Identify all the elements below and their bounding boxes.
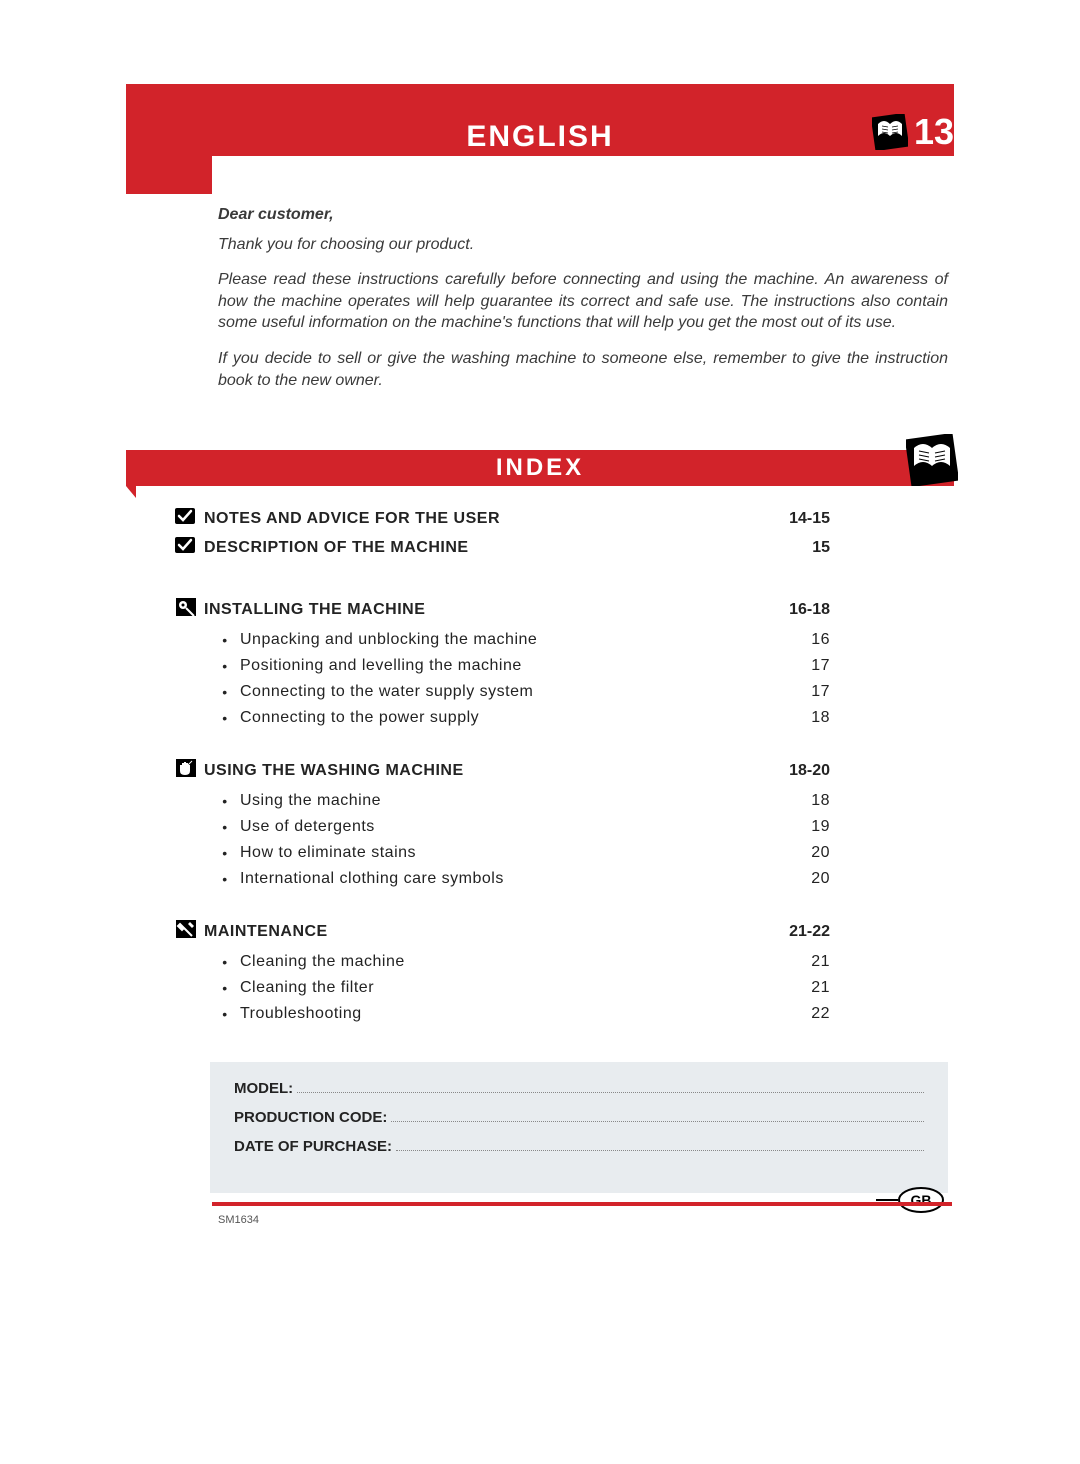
toc-section-pages: 15 [750, 539, 830, 557]
toc-section-head: NOTES AND ADVICE FOR THE USER14-15 [210, 506, 830, 531]
toc-item: •Cleaning the machine21 [210, 953, 830, 971]
bullet-icon: • [210, 684, 240, 700]
footer-rule [212, 1202, 952, 1206]
book-icon [872, 114, 908, 150]
toc-item-page: 17 [750, 683, 830, 701]
check-icon [174, 506, 204, 531]
toc-section-pages: 14-15 [750, 510, 830, 528]
toc-section: DESCRIPTION OF THE MACHINE15 [210, 535, 830, 560]
info-field: PRODUCTION CODE: [234, 1109, 924, 1126]
info-field-label: PRODUCTION CODE: [234, 1109, 387, 1126]
toc-item-page: 19 [750, 818, 830, 836]
bullet-icon: • [210, 871, 240, 887]
hand-icon [174, 757, 204, 784]
toc-section-head: DESCRIPTION OF THE MACHINE15 [210, 535, 830, 560]
bullet-icon: • [210, 1006, 240, 1022]
toc-item: •Connecting to the water supply system17 [210, 683, 830, 701]
toc-section: USING THE WASHING MACHINE18-20•Using the… [210, 757, 830, 888]
info-field: MODEL: [234, 1080, 924, 1097]
toc-item-page: 22 [750, 1005, 830, 1023]
toc-item: •International clothing care symbols20 [210, 870, 830, 888]
dotted-line [297, 1083, 924, 1093]
index-title: INDEX [496, 454, 584, 482]
toc-section-title: DESCRIPTION OF THE MACHINE [204, 539, 750, 557]
header-accent [126, 156, 212, 194]
bullet-icon: • [210, 980, 240, 996]
toc-item: •Connecting to the power supply18 [210, 709, 830, 727]
intro-block: Dear customer, Thank you for choosing ou… [218, 204, 948, 405]
toc-section-title: NOTES AND ADVICE FOR THE USER [204, 510, 750, 528]
toc-section-title: MAINTENANCE [204, 923, 750, 941]
toc-section-title: INSTALLING THE MACHINE [204, 601, 750, 619]
bullet-icon: • [210, 793, 240, 809]
toc-item: •How to eliminate stains20 [210, 844, 830, 862]
bullet-icon: • [210, 954, 240, 970]
toc-item: •Cleaning the filter21 [210, 979, 830, 997]
toc-item-label: Connecting to the water supply system [240, 683, 750, 701]
toc-section-pages: 21-22 [750, 923, 830, 941]
toc-item-label: Connecting to the power supply [240, 709, 750, 727]
toc-item-page: 20 [750, 844, 830, 862]
toc-item-page: 18 [750, 709, 830, 727]
info-field-label: MODEL: [234, 1080, 293, 1097]
toc-item-label: Cleaning the machine [240, 953, 750, 971]
toc-item: •Use of detergents19 [210, 818, 830, 836]
bullet-icon: • [210, 658, 240, 674]
intro-paragraph: Thank you for choosing our product. [218, 234, 948, 256]
index-header-bar: INDEX [126, 450, 954, 486]
toc-item-label: Cleaning the filter [240, 979, 750, 997]
toc-item-label: International clothing care symbols [240, 870, 750, 888]
info-field-label: DATE OF PURCHASE: [234, 1138, 392, 1155]
index-notch [126, 486, 136, 498]
toc-item: •Unpacking and unblocking the machine16 [210, 631, 830, 649]
bullet-icon: • [210, 819, 240, 835]
index-book-icon [906, 434, 958, 486]
pin-icon [174, 596, 204, 623]
doc-code: SM1634 [218, 1214, 259, 1226]
toc: NOTES AND ADVICE FOR THE USER14-15 DESCRI… [210, 506, 830, 1053]
intro-paragraph: Please read these instructions carefully… [218, 269, 948, 334]
toc-item-page: 20 [750, 870, 830, 888]
product-info-box: MODEL: PRODUCTION CODE: DATE OF PURCHASE: [210, 1062, 948, 1193]
toc-item: •Using the machine18 [210, 792, 830, 810]
toc-item: •Positioning and levelling the machine17 [210, 657, 830, 675]
toc-item-label: Positioning and levelling the machine [240, 657, 750, 675]
bullet-icon: • [210, 845, 240, 861]
toc-item-page: 16 [750, 631, 830, 649]
toc-item-page: 18 [750, 792, 830, 810]
toc-section-pages: 16-18 [750, 601, 830, 619]
toc-item-label: Using the machine [240, 792, 750, 810]
dotted-line [396, 1141, 924, 1151]
toc-section-pages: 18-20 [750, 762, 830, 780]
page-number-badge: 13 [876, 110, 954, 154]
toc-section: INSTALLING THE MACHINE16-18•Unpacking an… [210, 596, 830, 727]
toc-item-label: Troubleshooting [240, 1005, 750, 1023]
toc-section-head: MAINTENANCE21-22 [210, 918, 830, 945]
page-number: 13 [914, 111, 954, 153]
toc-item: •Troubleshooting22 [210, 1005, 830, 1023]
toc-item-page: 21 [750, 979, 830, 997]
tool-icon [174, 918, 204, 945]
toc-item-label: How to eliminate stains [240, 844, 750, 862]
toc-section-head: USING THE WASHING MACHINE18-20 [210, 757, 830, 784]
intro-salutation: Dear customer, [218, 204, 948, 226]
intro-paragraph: If you decide to sell or give the washin… [218, 348, 948, 391]
info-field: DATE OF PURCHASE: [234, 1138, 924, 1155]
toc-section: MAINTENANCE21-22•Cleaning the machine21•… [210, 918, 830, 1023]
toc-section-head: INSTALLING THE MACHINE16-18 [210, 596, 830, 623]
country-badge: GB [876, 1186, 946, 1214]
toc-item-page: 17 [750, 657, 830, 675]
toc-item-page: 21 [750, 953, 830, 971]
toc-section-title: USING THE WASHING MACHINE [204, 762, 750, 780]
bullet-icon: • [210, 632, 240, 648]
toc-section: NOTES AND ADVICE FOR THE USER14-15 [210, 506, 830, 531]
bullet-icon: • [210, 710, 240, 726]
toc-item-label: Unpacking and unblocking the machine [240, 631, 750, 649]
dotted-line [391, 1112, 924, 1122]
toc-item-label: Use of detergents [240, 818, 750, 836]
check-icon [174, 535, 204, 560]
